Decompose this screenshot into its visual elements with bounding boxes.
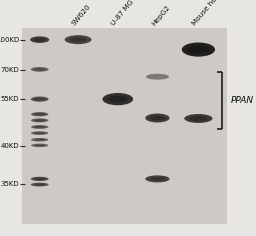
Ellipse shape xyxy=(31,138,48,141)
Ellipse shape xyxy=(34,184,46,185)
Ellipse shape xyxy=(34,68,46,71)
Ellipse shape xyxy=(31,118,48,122)
Ellipse shape xyxy=(34,113,45,115)
Ellipse shape xyxy=(184,114,212,123)
Text: 35KD: 35KD xyxy=(1,181,19,187)
Ellipse shape xyxy=(182,42,215,57)
Ellipse shape xyxy=(146,74,169,80)
Ellipse shape xyxy=(108,96,128,102)
Ellipse shape xyxy=(34,98,46,101)
Ellipse shape xyxy=(30,36,49,43)
Text: Mouse heart: Mouse heart xyxy=(191,0,225,27)
Text: 55KD: 55KD xyxy=(1,96,19,102)
Text: U-87 MG: U-87 MG xyxy=(111,0,135,27)
Text: 40KD: 40KD xyxy=(1,143,19,149)
Text: 100KD: 100KD xyxy=(0,37,19,43)
Ellipse shape xyxy=(69,37,87,42)
Text: 70KD: 70KD xyxy=(1,67,19,73)
Ellipse shape xyxy=(150,116,165,120)
Ellipse shape xyxy=(145,114,169,122)
Ellipse shape xyxy=(31,67,49,72)
Text: HepG2: HepG2 xyxy=(150,4,171,27)
Ellipse shape xyxy=(31,97,49,102)
Ellipse shape xyxy=(34,139,45,141)
Ellipse shape xyxy=(102,93,133,105)
Ellipse shape xyxy=(189,116,208,121)
FancyBboxPatch shape xyxy=(22,28,227,224)
Ellipse shape xyxy=(31,183,49,186)
Ellipse shape xyxy=(31,131,48,135)
Ellipse shape xyxy=(145,175,169,182)
Ellipse shape xyxy=(31,143,48,147)
Text: PPAN: PPAN xyxy=(230,96,253,105)
Ellipse shape xyxy=(31,125,48,129)
Ellipse shape xyxy=(150,177,165,181)
Ellipse shape xyxy=(31,112,48,116)
Ellipse shape xyxy=(34,126,45,128)
Ellipse shape xyxy=(31,177,49,181)
Ellipse shape xyxy=(188,46,209,54)
Ellipse shape xyxy=(34,38,46,42)
Ellipse shape xyxy=(34,119,45,122)
Ellipse shape xyxy=(34,144,45,146)
Ellipse shape xyxy=(65,35,92,44)
Ellipse shape xyxy=(34,132,45,134)
Ellipse shape xyxy=(34,178,46,180)
Text: SW620: SW620 xyxy=(71,4,92,27)
